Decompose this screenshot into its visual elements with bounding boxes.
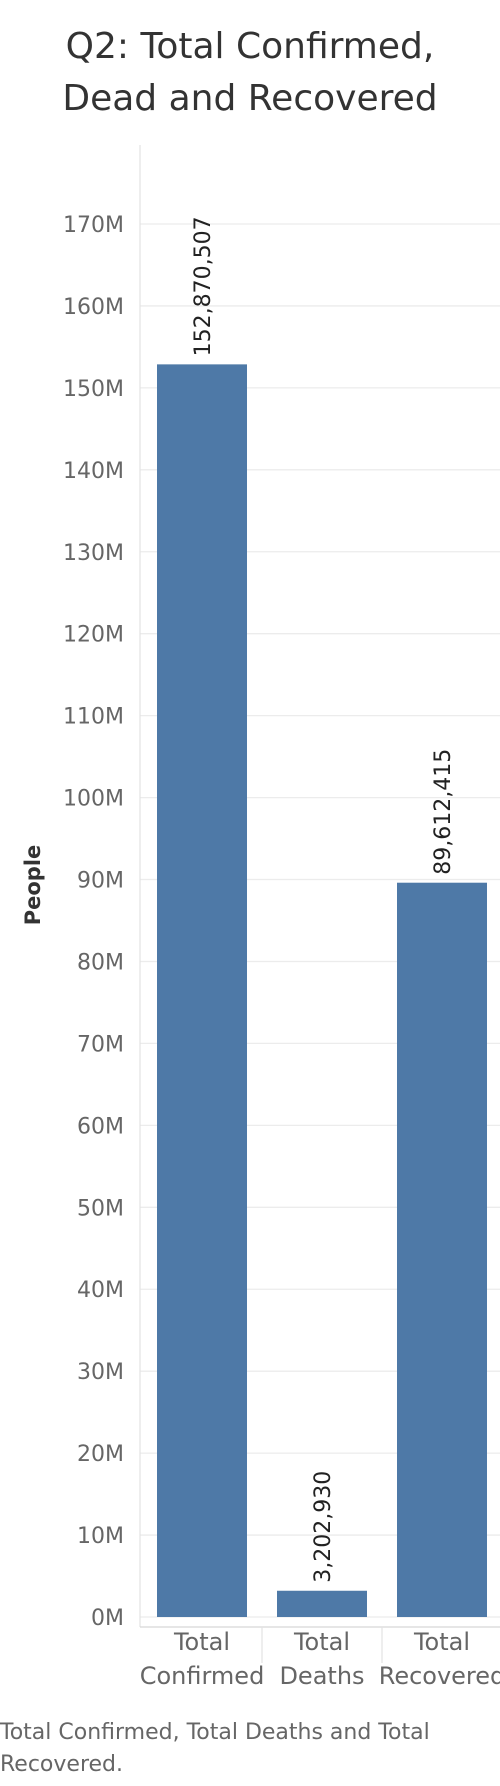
x-tick-label-line: Confirmed bbox=[140, 1662, 265, 1690]
y-tick-label: 50M bbox=[77, 1196, 124, 1221]
x-tick-label: Total Confirmed bbox=[140, 1628, 265, 1690]
chart-title-line-1: Q2: Total Confirmed, bbox=[66, 26, 435, 67]
y-axis-label: People bbox=[21, 845, 45, 926]
y-tick-label: 120M bbox=[63, 623, 124, 648]
axes bbox=[139, 145, 500, 1663]
y-tick-label: 80M bbox=[77, 950, 124, 975]
bar-total-deaths bbox=[277, 1590, 367, 1617]
bar-total-recovered bbox=[397, 882, 487, 1617]
y-tick-label: 10M bbox=[77, 1524, 124, 1549]
y-tick-label: 130M bbox=[63, 541, 124, 566]
x-tick-label-line: Total bbox=[173, 1628, 230, 1656]
y-tick-labels: 0M 10M 20M 30M 40M 50M 60M 70M 80M 90M 100M 110M 120… bbox=[63, 213, 124, 1631]
x-tick-label-line: Recovered bbox=[379, 1662, 500, 1690]
y-tick-label: 20M bbox=[77, 1442, 124, 1467]
y-tick-label: 90M bbox=[77, 869, 124, 894]
chart-title: Q2: Total Confirmed, Dead and Recovered bbox=[62, 26, 437, 119]
bars bbox=[157, 364, 487, 1617]
y-tick-label: 150M bbox=[63, 377, 124, 402]
y-tick-label: 160M bbox=[63, 295, 124, 320]
y-tick-label: 140M bbox=[63, 459, 124, 484]
y-tick-label: 170M bbox=[63, 213, 124, 238]
data-labels: 152,870,507 3,202,930 89,612,415 bbox=[191, 216, 456, 1582]
y-tick-label: 110M bbox=[63, 705, 124, 730]
data-label-total-deaths: 3,202,930 bbox=[311, 1471, 336, 1583]
x-tick-label: Total Deaths bbox=[279, 1628, 364, 1690]
y-tick-label: 30M bbox=[77, 1360, 124, 1385]
bar-total-confirmed bbox=[157, 364, 247, 1617]
data-label-total-recovered: 89,612,415 bbox=[431, 749, 456, 875]
y-tick-label: 70M bbox=[77, 1032, 124, 1057]
x-tick-label: Total Recovered bbox=[379, 1628, 500, 1690]
x-tick-label-line: Total bbox=[413, 1628, 470, 1656]
y-tick-label: 100M bbox=[63, 787, 124, 812]
y-tick-label: 60M bbox=[77, 1114, 124, 1139]
data-label-total-confirmed: 152,870,507 bbox=[191, 216, 216, 356]
x-tick-label-line: Total bbox=[293, 1628, 350, 1656]
x-tick-label-line: Deaths bbox=[279, 1662, 364, 1690]
chart-caption: Total Confirmed, Total Deaths and Total … bbox=[0, 1720, 430, 1777]
x-tick-labels: Total Confirmed Total Deaths Total Recovered bbox=[140, 1628, 500, 1690]
y-tick-label: 0M bbox=[91, 1606, 124, 1631]
y-tick-label: 40M bbox=[77, 1278, 124, 1303]
chart-title-line-2: Dead and Recovered bbox=[62, 78, 437, 119]
